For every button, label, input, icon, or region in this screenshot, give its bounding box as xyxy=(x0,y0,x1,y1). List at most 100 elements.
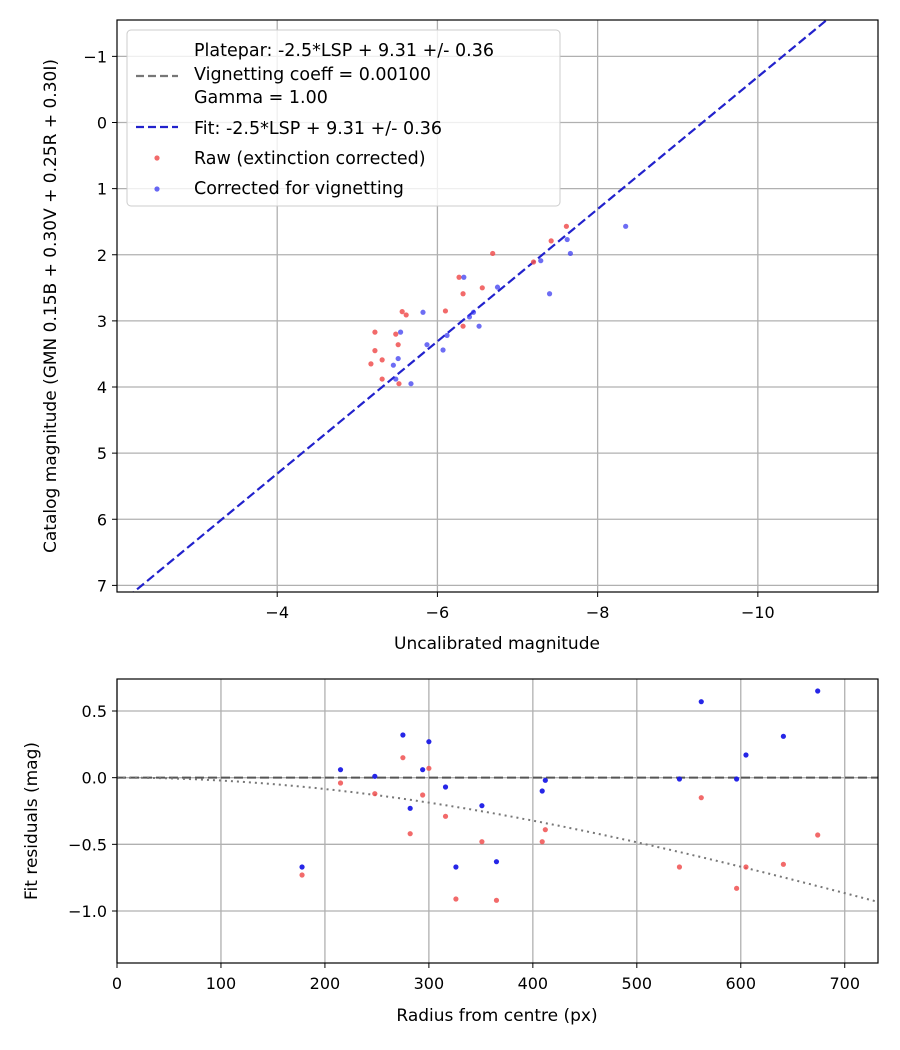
bottom-x-tick-label: 700 xyxy=(829,974,860,993)
legend-box xyxy=(126,29,561,207)
legend-platepar-label: Platepar: -2.5*LSP + 9.31 +/- 0.36 xyxy=(194,41,494,61)
raw-point xyxy=(460,291,466,297)
raw-point xyxy=(479,839,485,845)
bottom-reference-lines xyxy=(117,776,878,903)
raw-point xyxy=(780,861,786,867)
corrected-point xyxy=(407,805,413,811)
top-y-axis-label: Catalog magnitude (GMN 0.15B + 0.30V + 0… xyxy=(41,59,61,553)
bottom-x-tick-label: 500 xyxy=(622,974,653,993)
raw-point xyxy=(403,312,409,318)
raw-point xyxy=(372,329,378,335)
top-x-tick-label: −10 xyxy=(741,603,775,622)
raw-point xyxy=(379,357,385,363)
corrected-point xyxy=(395,355,401,362)
bottom-y-tick-label: 0.0 xyxy=(82,769,107,788)
top-y-tick-label: 1 xyxy=(97,180,107,199)
bottom-y-tick-label: 0.5 xyxy=(82,702,107,721)
corrected-point xyxy=(420,309,426,315)
corrected-point xyxy=(337,767,344,773)
top-y-tick-label: 6 xyxy=(97,510,107,529)
raw-point xyxy=(372,791,378,797)
bottom-x-tick-label: 300 xyxy=(414,974,445,993)
corrected-point xyxy=(466,314,473,320)
legend-gamma-label: Gamma = 1.00 xyxy=(194,88,328,108)
legend-corrected-label: Corrected for vignetting xyxy=(194,179,404,199)
corrected-point xyxy=(444,332,450,339)
raw-point xyxy=(563,223,569,229)
raw-point xyxy=(372,348,378,354)
legend-corrected-swatch xyxy=(154,186,160,192)
corrected-point xyxy=(453,864,459,870)
raw-point xyxy=(479,285,485,291)
corrected-point xyxy=(424,342,430,348)
top-y-tick-label: 3 xyxy=(97,312,107,331)
top-fit-lines xyxy=(132,20,829,592)
top-y-tick-label: 0 xyxy=(97,113,107,132)
top-y-tick-label: 7 xyxy=(97,576,107,595)
legend-vignetting-label: Vignetting coeff = 0.00100 xyxy=(194,65,431,85)
top-x-tick-label: −4 xyxy=(265,603,289,622)
corrected-point xyxy=(393,376,399,382)
corrected-point xyxy=(539,788,545,794)
raw-point xyxy=(676,864,683,870)
bottom-y-ticks: 0.5 0.0 −0.5 −1.0 xyxy=(68,702,117,921)
raw-point xyxy=(400,755,406,761)
corrected-point xyxy=(440,347,446,353)
top-x-ticks: −4 −6 −8 −10 xyxy=(265,592,775,622)
raw-point xyxy=(493,897,500,903)
corrected-point xyxy=(397,329,404,335)
raw-point xyxy=(407,831,413,837)
raw-point xyxy=(426,765,432,771)
top-x-tick-label: −8 xyxy=(586,603,610,622)
top-axes-frame xyxy=(116,19,879,593)
raw-point xyxy=(453,896,459,902)
corrected-point xyxy=(567,250,573,257)
raw-point xyxy=(337,780,344,786)
corrected-point xyxy=(408,381,414,387)
bottom-x-axis-label: Radius from centre (px) xyxy=(396,1006,597,1026)
corrected-point xyxy=(372,773,378,779)
corrected-point xyxy=(494,284,501,290)
raw-point xyxy=(442,813,449,819)
raw-point xyxy=(743,864,749,870)
corrected-point xyxy=(698,699,704,705)
corrected-point xyxy=(400,732,406,738)
corrected-point xyxy=(476,323,482,329)
raw-point xyxy=(490,250,496,257)
corrected-point xyxy=(299,864,305,870)
bottom-x-tick-label: 200 xyxy=(310,974,341,993)
bottom-grid xyxy=(116,679,878,963)
corrected-point xyxy=(442,784,449,790)
corrected-point xyxy=(390,362,396,368)
top-y-tick-label: 5 xyxy=(97,444,107,463)
raw-point xyxy=(396,381,402,387)
top-y-tick-label: 2 xyxy=(97,246,107,265)
bottom-y-axis-label: Fit residuals (mag) xyxy=(22,742,42,900)
bottom-y-tick-label: −0.5 xyxy=(68,835,107,854)
bottom-x-tick-label: 400 xyxy=(518,974,549,993)
corrected-point xyxy=(542,777,548,783)
corrected-point xyxy=(479,803,485,809)
corrected-point xyxy=(420,767,426,773)
corrected-point xyxy=(564,236,570,243)
legend-fit-label: Fit: -2.5*LSP + 9.31 +/- 0.36 xyxy=(194,119,442,139)
top-scatter-points xyxy=(368,223,629,387)
corrected-point xyxy=(538,258,544,264)
raw-point xyxy=(530,259,537,265)
raw-point xyxy=(442,308,449,314)
bottom-x-ticks: 0 100 200 300 400 500 600 700 xyxy=(112,963,860,993)
corrected-point xyxy=(734,776,740,782)
bottom-axes-frame xyxy=(116,678,879,964)
raw-point xyxy=(368,361,374,367)
raw-point xyxy=(734,885,740,891)
raw-point xyxy=(299,872,305,878)
bottom-x-tick-label: 100 xyxy=(206,974,237,993)
corrected-point xyxy=(493,859,500,865)
raw-point xyxy=(393,331,399,337)
raw-point xyxy=(399,309,405,315)
top-y-tick-label: 4 xyxy=(97,378,107,397)
top-y-ticks: −1 0 1 2 3 4 5 6 7 xyxy=(83,47,117,595)
corrected-point xyxy=(780,733,786,739)
residuals-plot: 0 100 200 300 400 500 600 700 0.5 0.0 −0.5 −1.0 Ra… xyxy=(22,678,879,1026)
